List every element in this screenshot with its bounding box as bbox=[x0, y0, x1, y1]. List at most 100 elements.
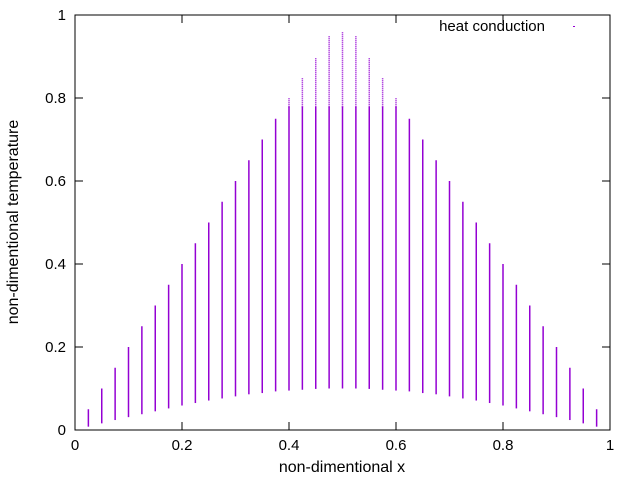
point-cloud-segment bbox=[408, 118, 411, 392]
data-dot bbox=[341, 88, 344, 90]
data-dot bbox=[368, 74, 370, 76]
data-dot bbox=[328, 100, 330, 102]
data-dot bbox=[315, 86, 317, 88]
data-dot bbox=[368, 84, 370, 86]
data-dot bbox=[341, 48, 344, 50]
point-cloud-segment bbox=[502, 264, 504, 406]
data-dot bbox=[341, 56, 344, 58]
data-dot bbox=[315, 82, 317, 84]
data-dot bbox=[341, 36, 344, 38]
data-dot bbox=[328, 64, 330, 66]
point-cloud-segment bbox=[341, 106, 344, 389]
data-dot bbox=[368, 100, 370, 102]
data-dot bbox=[381, 86, 384, 88]
x-tick-label: 0.6 bbox=[386, 437, 407, 454]
data-dot bbox=[301, 96, 304, 98]
point-cloud-x-0.475 bbox=[328, 36, 330, 389]
data-dot bbox=[381, 90, 384, 92]
point-cloud-x-0.85 bbox=[529, 305, 531, 412]
data-dot bbox=[395, 98, 397, 100]
data-dot bbox=[341, 72, 344, 74]
point-cloud-x-0.525 bbox=[355, 36, 357, 389]
data-dot bbox=[328, 74, 330, 76]
data-dot bbox=[381, 78, 384, 80]
data-dot bbox=[341, 70, 344, 72]
data-dot bbox=[368, 64, 370, 66]
data-dot bbox=[288, 104, 290, 106]
data-dot bbox=[328, 80, 330, 82]
data-dot bbox=[341, 106, 344, 108]
data-dot bbox=[355, 80, 357, 82]
data-dot bbox=[315, 98, 317, 100]
point-cloud-x-0.35 bbox=[261, 139, 263, 394]
data-dot bbox=[341, 100, 344, 102]
data-dot bbox=[341, 82, 344, 84]
data-dot bbox=[341, 102, 344, 104]
data-dot bbox=[381, 94, 384, 96]
data-dot bbox=[368, 86, 370, 88]
data-dot bbox=[355, 68, 357, 70]
point-cloud-x-0.625 bbox=[408, 118, 411, 392]
point-cloud-x-0.325 bbox=[248, 160, 250, 395]
data-dot bbox=[315, 104, 317, 106]
data-dot bbox=[328, 66, 330, 68]
data-dot bbox=[355, 98, 357, 100]
data-dot bbox=[288, 100, 290, 102]
data-dot bbox=[328, 84, 330, 86]
data-dot bbox=[301, 78, 304, 80]
point-cloud-segment bbox=[208, 222, 210, 401]
point-cloud-segment bbox=[355, 106, 357, 389]
y-axis-title: non-dimentional temperature bbox=[5, 120, 22, 325]
data-dot bbox=[355, 38, 357, 40]
data-dot bbox=[328, 88, 330, 90]
data-dot bbox=[301, 80, 304, 82]
data-dot bbox=[301, 104, 304, 106]
data-dot bbox=[301, 90, 304, 92]
data-dot bbox=[328, 72, 330, 74]
point-cloud-segment bbox=[381, 106, 384, 390]
data-dot bbox=[328, 102, 330, 104]
data-dot bbox=[368, 94, 370, 96]
data-dot bbox=[341, 68, 344, 70]
data-dot bbox=[355, 104, 357, 106]
data-dot bbox=[355, 96, 357, 98]
data-dot bbox=[328, 40, 330, 42]
point-cloud-x-0.3 bbox=[234, 181, 237, 397]
data-dot bbox=[341, 44, 344, 46]
data-dot bbox=[315, 70, 317, 72]
data-dot bbox=[381, 92, 384, 94]
data-dot bbox=[381, 104, 384, 106]
data-dot bbox=[315, 76, 317, 78]
data-dot bbox=[355, 42, 357, 44]
data-dot bbox=[341, 42, 344, 44]
data-dot bbox=[301, 92, 304, 94]
data-dot bbox=[368, 72, 370, 74]
data-dot bbox=[315, 106, 317, 108]
point-cloud-x-0.15 bbox=[154, 305, 156, 412]
legend-label-heat-conduction: heat conduction bbox=[439, 18, 545, 35]
data-dot bbox=[315, 64, 317, 66]
point-cloud-x-0.5 bbox=[341, 32, 344, 389]
data-dot bbox=[368, 76, 370, 78]
point-cloud-segment bbox=[395, 106, 397, 391]
data-dot bbox=[328, 48, 330, 50]
data-dot bbox=[301, 84, 304, 86]
y-tick-label: 0.6 bbox=[45, 173, 66, 190]
y-tick-label: 1 bbox=[58, 7, 66, 24]
point-cloud-segment bbox=[368, 106, 370, 389]
data-dot bbox=[328, 82, 330, 84]
point-cloud-segment bbox=[248, 160, 250, 395]
data-dot bbox=[301, 100, 304, 102]
data-dot bbox=[341, 50, 344, 52]
point-cloud-x-0.975 bbox=[595, 409, 598, 427]
point-cloud-x-0.175 bbox=[167, 284, 170, 409]
data-dot bbox=[288, 102, 290, 104]
point-cloud-x-0.4 bbox=[288, 98, 290, 391]
point-cloud-x-0.95 bbox=[582, 388, 584, 424]
data-dot bbox=[341, 60, 344, 62]
point-cloud-x-0.2 bbox=[181, 264, 183, 406]
data-dot bbox=[355, 72, 357, 74]
data-dot bbox=[355, 44, 357, 46]
data-dot bbox=[368, 78, 370, 80]
data-dot bbox=[328, 94, 330, 96]
